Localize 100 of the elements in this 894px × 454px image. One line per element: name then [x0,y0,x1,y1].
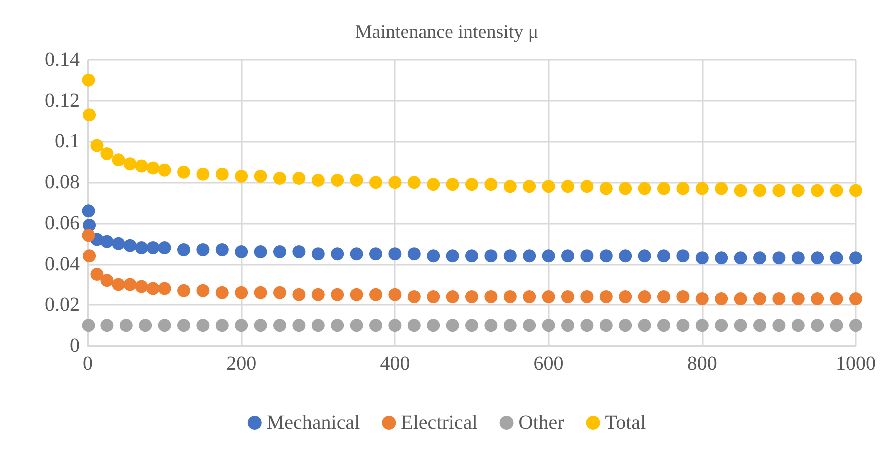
y-tick-label: 0.08 [45,172,80,194]
point [292,172,306,185]
point [734,252,748,265]
point [676,250,690,263]
y-tick-label: 0.1 [55,130,80,153]
point [331,288,344,302]
point [638,290,652,304]
point [350,174,364,188]
x-tick-label: 1000 [836,353,876,375]
y-tick-label: 0 [70,335,80,357]
point [754,292,766,306]
point [542,319,556,332]
point [196,243,210,256]
point [83,250,96,263]
point [792,252,805,265]
point [600,290,613,304]
point [216,243,229,256]
point [350,248,364,261]
y-tick-label: 0.12 [45,90,80,112]
point [196,284,210,298]
point [158,241,172,254]
point [100,147,114,160]
point [274,246,286,259]
point [850,252,862,265]
point [146,162,160,175]
y-tick-label: 0.14 [45,49,80,71]
point [619,319,632,332]
point [124,239,137,252]
point [274,319,286,332]
point [427,319,440,332]
point [811,252,824,265]
point [427,178,440,192]
y-tick-label: 0.06 [45,212,80,234]
point [696,292,709,306]
point [82,204,96,218]
point [715,292,728,306]
point [427,250,440,263]
point [388,248,402,261]
point [696,182,709,196]
point [158,319,172,332]
point [619,182,632,196]
point [82,74,96,87]
point [112,154,126,167]
point [292,288,306,302]
point [112,278,126,292]
point [484,178,498,192]
point [734,319,748,332]
point [178,284,190,298]
point [580,319,594,332]
point [235,170,248,183]
point [446,178,460,192]
point [331,174,344,188]
point [216,168,229,181]
point [811,184,824,198]
point [90,139,104,152]
point [715,182,728,196]
point [312,248,325,261]
legend-label: Other [518,412,565,434]
x-tick-label: 400 [380,353,410,375]
point [619,250,632,263]
point [850,319,862,332]
legend-label: Mechanical [266,412,361,434]
point [235,286,248,300]
point [830,184,844,198]
point [370,288,382,302]
point [523,250,536,263]
point [100,274,114,288]
point [350,288,364,302]
point [235,246,248,259]
point [135,241,148,254]
point [754,319,766,332]
point [466,319,478,332]
legend-label: Electrical [401,412,478,434]
point [792,292,805,306]
point [466,290,478,304]
point [542,250,556,263]
point [100,319,114,332]
point [135,280,148,294]
point [542,290,556,304]
point [146,282,160,296]
point [504,250,517,263]
point [370,248,382,261]
point [734,184,748,198]
point [484,319,498,332]
point [504,180,517,194]
point [446,319,460,332]
point [274,286,286,300]
point [388,176,402,190]
point [139,319,152,332]
point [484,290,498,304]
point [523,290,536,304]
point [523,319,536,332]
point [254,246,268,259]
point [370,176,382,190]
point [408,319,421,332]
point [696,252,709,265]
point [124,278,137,292]
point [158,164,172,177]
point [82,229,96,242]
point [292,246,306,259]
